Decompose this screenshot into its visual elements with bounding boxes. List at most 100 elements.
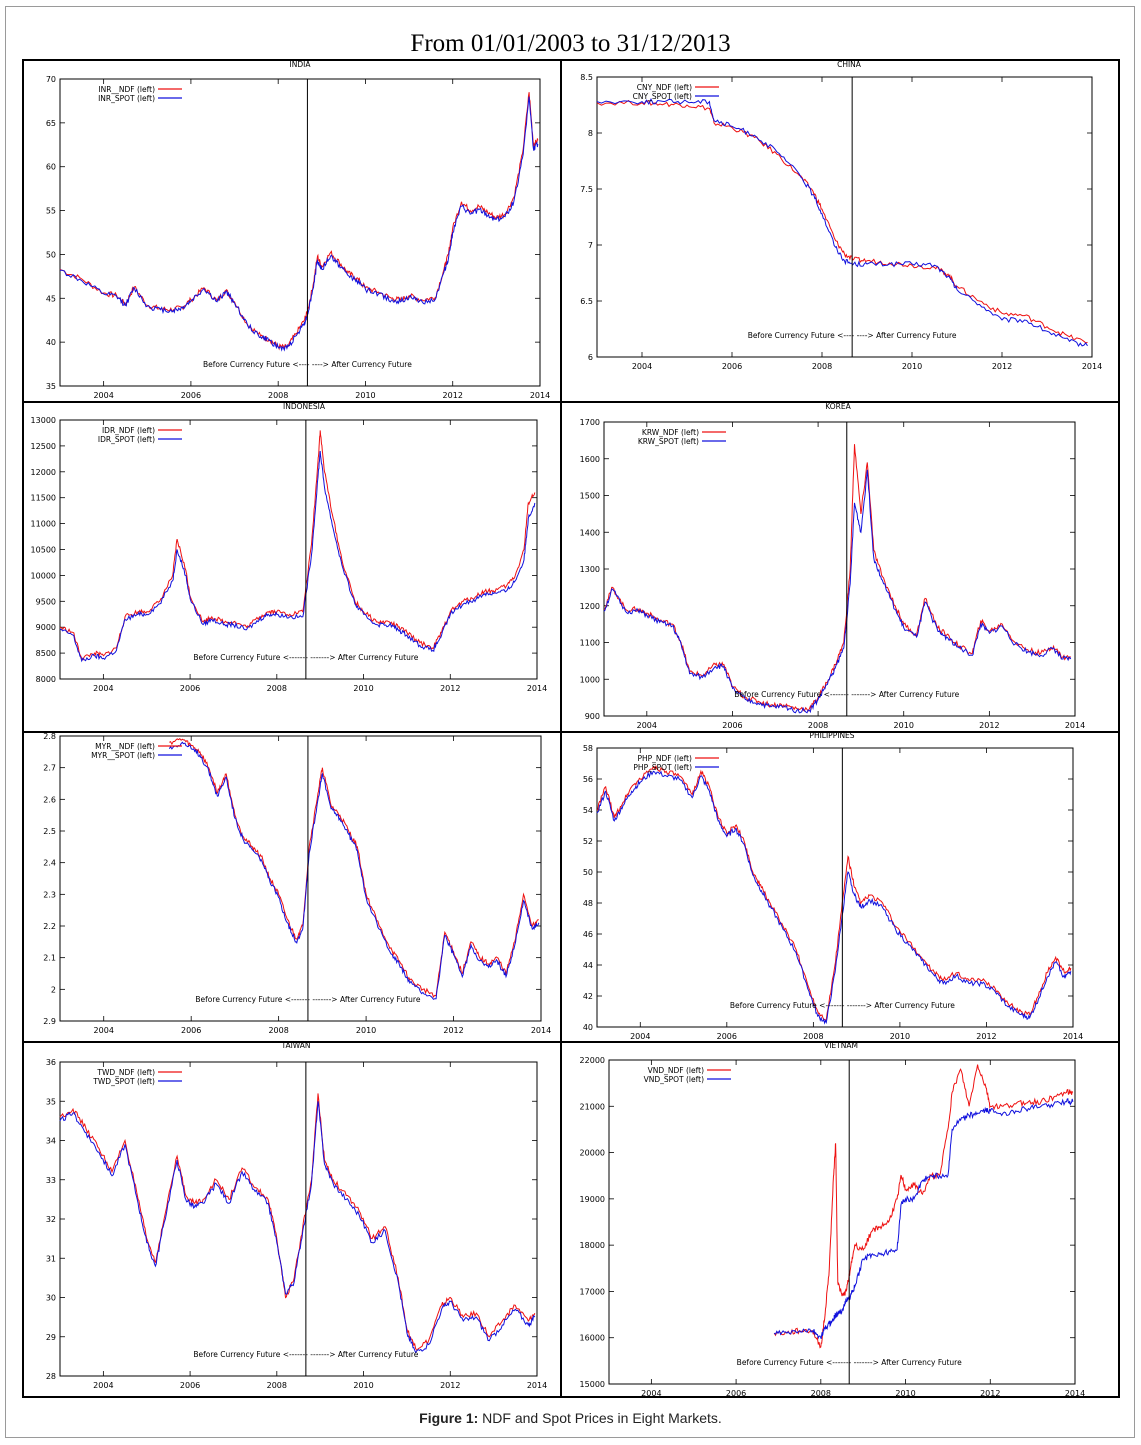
series-line-spot bbox=[60, 96, 539, 352]
x-tick-label: 2010 bbox=[356, 1026, 376, 1035]
y-tick-label: 60 bbox=[46, 163, 56, 172]
x-tick-label: 2006 bbox=[722, 721, 742, 730]
x-tick-label: 2012 bbox=[980, 1389, 1000, 1398]
y-tick-label: 50 bbox=[46, 250, 56, 259]
y-tick-label: 8000 bbox=[36, 675, 56, 684]
legend-label: CNY_SPOT (left) bbox=[633, 92, 692, 101]
x-tick-label: 2004 bbox=[93, 684, 113, 693]
y-tick-label: 40 bbox=[583, 1023, 593, 1032]
y-tick-label: 10500 bbox=[31, 546, 56, 555]
grid-divider-1 bbox=[24, 401, 1118, 403]
x-tick-label: 2008 bbox=[267, 684, 287, 693]
y-tick-label: 20000 bbox=[580, 1149, 605, 1158]
x-tick-label: 2008 bbox=[268, 1026, 288, 1035]
y-tick-label: 17000 bbox=[580, 1287, 605, 1296]
chart-4: KOREA 900 1000 1100 1200 1300 1400 1500 1600 1700… bbox=[580, 402, 1086, 730]
y-tick-label: 11500 bbox=[31, 494, 56, 503]
y-tick-label: 11000 bbox=[31, 520, 56, 529]
x-tick-label: 2004 bbox=[632, 362, 652, 371]
y-tick-label: 40 bbox=[46, 338, 56, 347]
x-tick-label: 2014 bbox=[1065, 721, 1085, 730]
chart-title: CHINA bbox=[837, 60, 862, 69]
y-tick-label: 900 bbox=[585, 712, 600, 721]
y-tick-label: 19000 bbox=[580, 1195, 605, 1204]
y-tick-label: 1100 bbox=[580, 639, 600, 648]
chart-5: 2.9 2 2.1 2.2 2.3 2.4 2.5 2.6 2.7 2.8 2004 2006 2008… bbox=[43, 732, 551, 1035]
x-tick-label: 2004 bbox=[637, 721, 657, 730]
x-tick-label: 2012 bbox=[440, 1381, 460, 1390]
legend-label: TWD_SPOT (left) bbox=[92, 1077, 155, 1086]
legend-label: TWD_NDF (left) bbox=[96, 1068, 155, 1077]
y-tick-label: 2.2 bbox=[43, 922, 56, 931]
figure-frame bbox=[5, 6, 1135, 1438]
y-tick-label: 70 bbox=[46, 75, 56, 84]
series-line-spot bbox=[596, 98, 1088, 348]
x-tick-label: 2006 bbox=[181, 1026, 201, 1035]
y-tick-label: 42 bbox=[583, 992, 593, 1001]
y-tick-label: 15000 bbox=[580, 1380, 605, 1389]
x-tick-label: 2004 bbox=[93, 391, 113, 400]
legend-label: KRW_SPOT (left) bbox=[638, 437, 699, 446]
y-tick-label: 45 bbox=[46, 294, 56, 303]
y-tick-label: 58 bbox=[583, 744, 593, 753]
y-tick-label: 12000 bbox=[31, 468, 56, 477]
y-tick-label: 1000 bbox=[580, 675, 600, 684]
plot-area bbox=[603, 421, 1076, 717]
x-tick-label: 2006 bbox=[180, 1381, 200, 1390]
chart-title: KOREA bbox=[825, 402, 851, 411]
x-tick-label: 2014 bbox=[1065, 1389, 1085, 1398]
legend-label: CNY_NDF (left) bbox=[637, 83, 692, 92]
y-tick-label: 50 bbox=[583, 868, 593, 877]
grid-divider-3 bbox=[24, 1041, 1118, 1043]
legend-label: VND_NDF (left) bbox=[648, 1066, 704, 1075]
annotation: Before Currency Future <------- ------->… bbox=[734, 690, 959, 699]
y-tick-label: 9500 bbox=[36, 597, 56, 606]
x-tick-label: 2008 bbox=[267, 1381, 287, 1390]
annotation: Before Currency Future <---- ----> After… bbox=[748, 331, 957, 340]
legend-label: INR_SPOT (left) bbox=[98, 94, 155, 103]
chart-title: INDIA bbox=[290, 60, 312, 69]
x-tick-label: 2014 bbox=[527, 684, 547, 693]
caption-label: Figure 1: bbox=[419, 1410, 479, 1426]
y-tick-label: 22000 bbox=[580, 1056, 605, 1065]
y-tick-label: 8.5 bbox=[580, 73, 593, 82]
y-tick-label: 1600 bbox=[580, 455, 600, 464]
series-line-spot bbox=[773, 1098, 1074, 1340]
x-tick-label: 2014 bbox=[1082, 362, 1102, 371]
x-tick-label: 2008 bbox=[803, 1032, 823, 1041]
y-tick-label: 21000 bbox=[580, 1102, 605, 1111]
y-tick-label: 29 bbox=[46, 1333, 56, 1342]
y-tick-label: 2.1 bbox=[43, 954, 56, 963]
caption-text: NDF and Spot Prices in Eight Markets. bbox=[482, 1410, 722, 1426]
chart-title: TAIWAN bbox=[280, 1041, 310, 1050]
plot-area bbox=[596, 747, 1074, 1028]
x-tick-label: 2006 bbox=[726, 1389, 746, 1398]
series-line-ndf bbox=[596, 99, 1088, 344]
x-tick-label: 2010 bbox=[353, 1381, 373, 1390]
legend-label: MYR__SPOT (left) bbox=[91, 751, 155, 760]
y-tick-label: 28 bbox=[46, 1372, 56, 1381]
y-tick-label: 55 bbox=[46, 207, 56, 216]
chart-6: PHILIPPINES 40 42 44 46 48 50 52 54 56 58 2004 2006 2… bbox=[583, 731, 1083, 1041]
y-tick-label: 1300 bbox=[580, 565, 600, 574]
y-tick-label: 36 bbox=[46, 1058, 56, 1067]
y-tick-label: 6.5 bbox=[580, 297, 593, 306]
annotation: Before Currency Future <---- ----> After… bbox=[203, 360, 412, 369]
y-tick-label: 34 bbox=[46, 1137, 56, 1146]
series-line-ndf bbox=[596, 765, 1072, 1022]
y-tick-label: 1200 bbox=[580, 602, 600, 611]
legend-label: IDR_NDF (left) bbox=[102, 426, 155, 435]
x-tick-label: 2012 bbox=[979, 721, 999, 730]
legend-label: INR__NDF (left) bbox=[98, 85, 155, 94]
chart-grid bbox=[22, 59, 1120, 1398]
x-tick-label: 2012 bbox=[443, 391, 463, 400]
x-tick-label: 2008 bbox=[268, 391, 288, 400]
x-tick-label: 2010 bbox=[890, 1032, 910, 1041]
chart-7: TAIWAN 28 29 30 31 32 33 34 35 36 2004 2006 2008 2010… bbox=[46, 1041, 547, 1390]
y-tick-label: 46 bbox=[583, 930, 593, 939]
y-tick-label: 2.7 bbox=[43, 764, 56, 773]
x-tick-label: 2010 bbox=[902, 362, 922, 371]
y-tick-label: 56 bbox=[583, 775, 593, 784]
x-tick-label: 2010 bbox=[355, 391, 375, 400]
chart-3: INDONESIA 8000 8500 9000 9500 10000 10500 11000… bbox=[31, 402, 548, 693]
